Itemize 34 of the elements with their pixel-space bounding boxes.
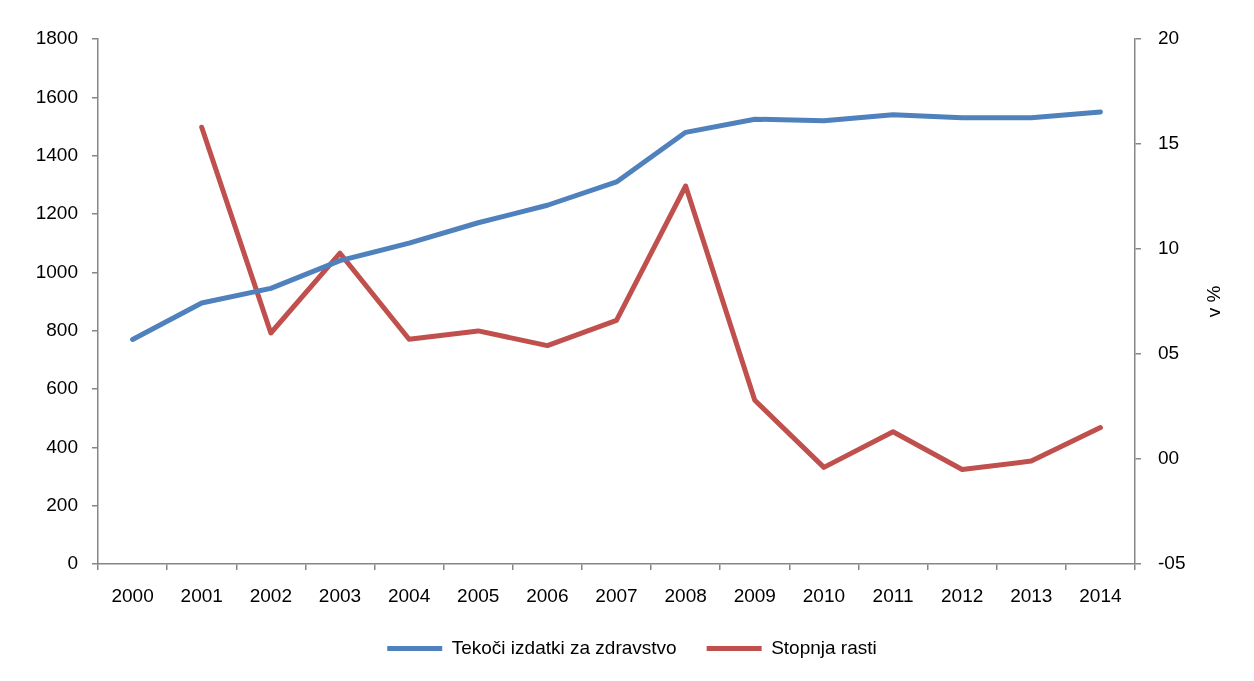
- x-tick-label: 2013: [1010, 584, 1053, 606]
- y-tick-label: 800: [46, 318, 78, 340]
- x-tick-label: 2012: [941, 584, 984, 606]
- y2-tick-label: -05: [1158, 552, 1186, 574]
- x-tick-label: 2006: [526, 584, 569, 606]
- y-tick-label: 1600: [35, 85, 78, 107]
- y-tick-label: 1400: [35, 143, 78, 165]
- y-tick-label: 400: [46, 435, 78, 457]
- y-tick-label: 0: [67, 552, 78, 574]
- x-tick-label: 2001: [180, 584, 223, 606]
- y-tick-label: 200: [46, 493, 78, 515]
- y-tick-label: 1800: [35, 27, 78, 49]
- x-tick-label: 2004: [387, 584, 431, 606]
- x-tick-label: 2014: [1079, 584, 1122, 606]
- legend-label: Stopnja rasti: [771, 636, 877, 658]
- x-tick-label: 2008: [664, 584, 707, 606]
- x-tick-label: 2009: [733, 584, 776, 606]
- x-tick-label: 2002: [249, 584, 292, 606]
- x-tick-label: 2007: [595, 584, 638, 606]
- x-tick-label: 2011: [872, 584, 914, 606]
- y2-tick-label: 05: [1158, 342, 1180, 364]
- x-tick-label: 2003: [318, 584, 362, 606]
- y2-axis-title: v %: [1203, 285, 1225, 318]
- y2-tick-label: 00: [1158, 447, 1180, 469]
- y2-tick-label: 20: [1158, 27, 1180, 49]
- y-tick-label: 1000: [35, 260, 78, 282]
- y-tick-label: 600: [46, 377, 78, 399]
- y2-tick-label: 15: [1158, 132, 1180, 154]
- x-tick-label: 2005: [457, 584, 500, 606]
- y2-tick-label: 10: [1158, 237, 1180, 259]
- y-tick-label: 1200: [35, 202, 78, 224]
- x-tick-label: 2010: [802, 584, 846, 606]
- legend-label: Tekoči izdatki za zdravstvo: [451, 636, 677, 658]
- x-tick-label: 2000: [111, 584, 154, 606]
